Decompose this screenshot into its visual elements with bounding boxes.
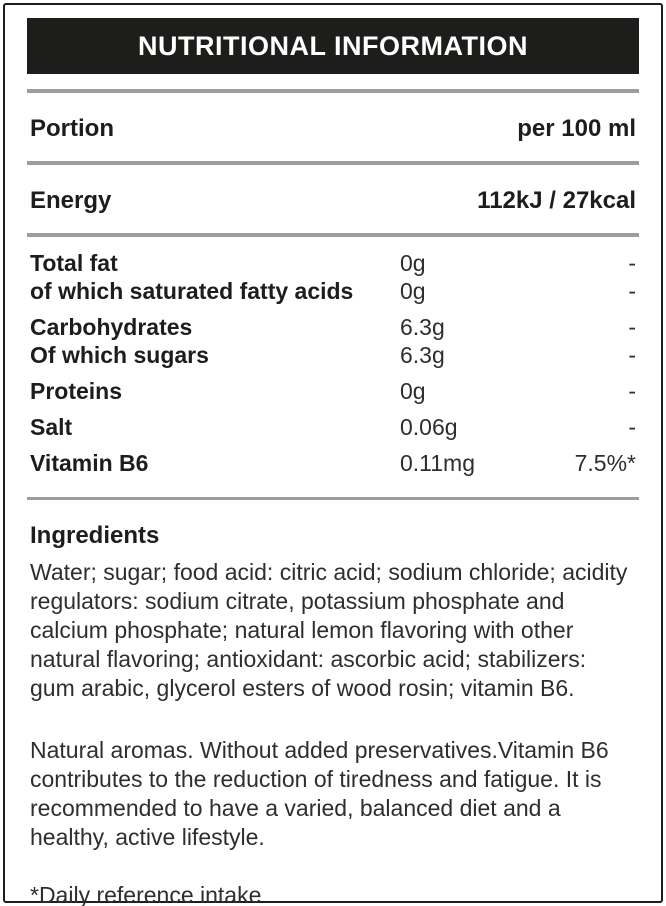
separator [27,89,639,93]
ingredients-text: Water; sugar; food acid: citric acid; so… [30,559,628,701]
separator [27,497,639,500]
label-card: NUTRITIONAL INFORMATION Portion per 100 … [3,3,663,906]
notes-text: Natural aromas. Without added preservati… [30,737,609,850]
nutrient-label: Carbohydrates [30,314,193,340]
table-row: Of which sugars 6.3g - [30,341,636,369]
energy-value: 112kJ / 27kcal [477,187,636,214]
nutrient-amount: 6.3g [400,342,445,368]
table-row: Salt 0.06g - [30,413,636,441]
table-row: Proteins 0g - [30,377,636,405]
vitamin-group: Vitamin B6 0.11mg 7.5%* [30,449,636,477]
nutrient-amount: 0g [400,250,426,276]
energy-row: Energy 112kJ / 27kcal [27,165,639,233]
nutrient-dri: 7.5%* [574,450,636,476]
separator [27,161,639,165]
portion-label: Portion [30,115,114,142]
nutrient-dri: - [628,314,636,340]
salt-group: Salt 0.06g - [30,413,636,441]
nutrient-label: of which saturated fatty acids [30,278,354,304]
nutrient-dri: - [628,250,636,276]
fat-group: Total fat 0g - of which saturated fatty … [30,249,636,305]
table-row: Total fat 0g - [30,249,636,277]
nutrient-amount: 0g [400,278,426,304]
portion-row: Portion per 100 ml [27,93,639,161]
table-row: Carbohydrates 6.3g - [30,313,636,341]
nutrient-amount: 0g [400,378,426,404]
label-header: NUTRITIONAL INFORMATION [27,18,639,74]
nutrient-amount: 0.06g [400,414,458,440]
separator [27,233,639,237]
label-title: NUTRITIONAL INFORMATION [138,30,528,61]
proteins-group: Proteins 0g - [30,377,636,405]
nutrient-label: Proteins [30,378,123,404]
nutrient-dri: - [628,378,636,404]
table-row: Vitamin B6 0.11mg 7.5%* [30,449,636,477]
nutrient-amount: 0.11mg [400,450,476,476]
ingredients-heading: Ingredients [30,522,160,549]
daily-reference-footnote: *Daily reference intake [30,882,262,906]
nutrient-dri: - [628,342,636,368]
portion-value: per 100 ml [517,115,636,142]
nutrient-label: Total fat [30,250,118,276]
nutrient-label: Vitamin B6 [30,450,149,476]
nutrients-table: Total fat 0g - of which saturated fatty … [27,237,639,487]
energy-label: Energy [30,187,112,214]
nutrient-label: Of which sugars [30,342,209,368]
nutrient-label: Salt [30,414,73,440]
nutrient-amount: 6.3g [400,314,445,340]
nutrient-dri: - [628,414,636,440]
table-row: of which saturated fatty acids 0g - [30,277,636,305]
nutrient-dri: - [628,278,636,304]
carbohydrates-group: Carbohydrates 6.3g - Of which sugars 6.3… [30,313,636,369]
